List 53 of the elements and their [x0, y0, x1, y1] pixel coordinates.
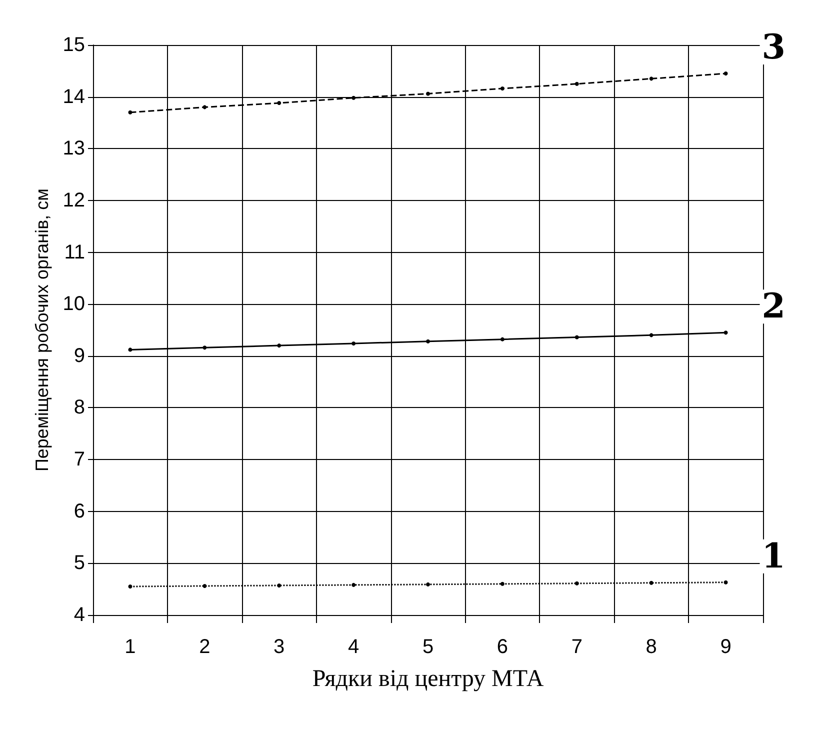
point [724, 580, 728, 584]
y-tick-label: 14 [62, 86, 85, 108]
point [426, 582, 430, 586]
point [128, 110, 132, 114]
series-label: 1 [762, 536, 786, 576]
y-tick-label: 10 [62, 293, 85, 316]
point [352, 582, 356, 587]
point [277, 344, 282, 348]
y-tick-label: 12 [62, 189, 85, 212]
x-tick-label: 1 [124, 636, 136, 658]
point [574, 82, 579, 86]
point [724, 330, 728, 335]
x-tick-label: 6 [496, 636, 508, 658]
point [202, 584, 207, 588]
x-axis-title: Рядки від центру МТА [312, 666, 544, 692]
point [649, 76, 654, 81]
point [426, 92, 430, 96]
point [574, 581, 579, 586]
x-tick-label: 2 [199, 636, 210, 658]
point [500, 582, 504, 586]
y-tick-label: 7 [74, 448, 85, 471]
y-tick-label: 4 [74, 604, 85, 626]
y-tick-label: 8 [74, 396, 85, 419]
point [128, 584, 132, 588]
x-tick-label: 7 [571, 636, 582, 658]
x-tick-label: 5 [422, 636, 434, 658]
point [426, 339, 430, 344]
point [277, 101, 282, 106]
point [352, 341, 356, 346]
y-tick-label: 9 [74, 344, 85, 367]
x-tick-label: 8 [646, 636, 657, 658]
x-tick-label: 9 [720, 636, 732, 658]
point [277, 583, 282, 588]
point [649, 580, 654, 585]
point [202, 346, 207, 350]
point [128, 348, 132, 352]
series-label: 3 [762, 28, 786, 68]
y-tick-label: 13 [62, 138, 85, 160]
point [724, 72, 728, 76]
y-tick-label: 15 [62, 34, 85, 56]
point [352, 96, 356, 100]
series-label: 2 [762, 286, 786, 327]
x-tick-label: 4 [348, 636, 360, 658]
point [500, 86, 504, 91]
point [649, 333, 654, 338]
point [500, 337, 504, 342]
y-tick-label: 6 [74, 500, 85, 522]
point [202, 105, 207, 110]
y-tick-label: 11 [64, 241, 85, 264]
x-tick-label: 3 [274, 636, 285, 658]
y-tick-label: 5 [74, 552, 85, 574]
y-axis-title: Переміщення робочих органів, см [32, 188, 52, 472]
point [574, 335, 579, 340]
